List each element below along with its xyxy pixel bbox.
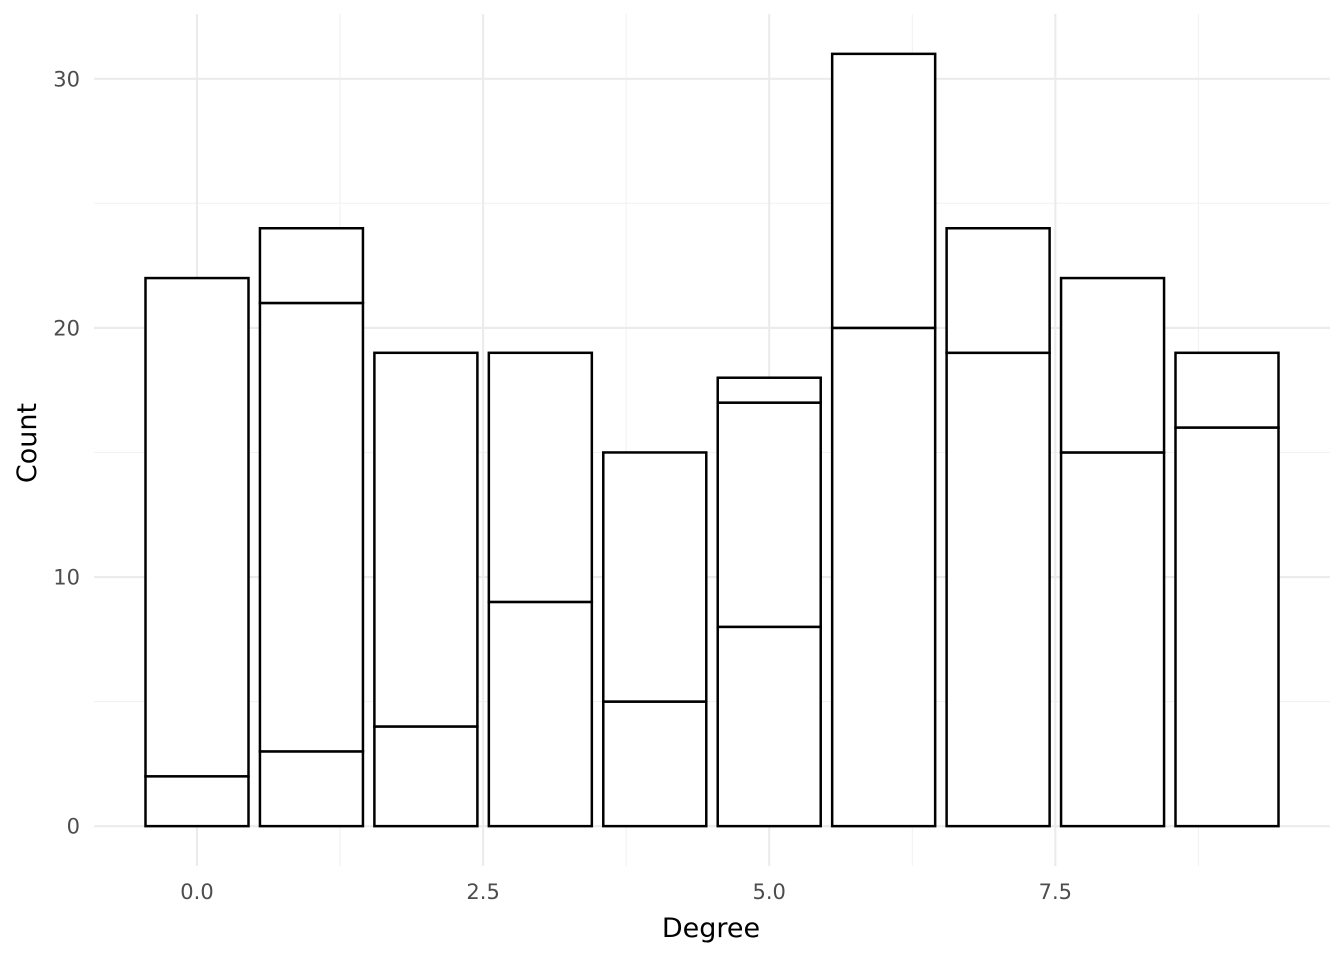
bar-segment xyxy=(945,351,1051,828)
bar-stack xyxy=(602,451,708,828)
bar-segment xyxy=(716,376,822,404)
bar-segment xyxy=(258,301,365,753)
bar-segment xyxy=(373,351,479,728)
bar-segment xyxy=(716,401,822,629)
bar-stack xyxy=(945,226,1051,828)
x-axis-title: Degree xyxy=(662,913,760,944)
bar-segment xyxy=(487,351,594,604)
x-tick-label: 5.0 xyxy=(753,880,786,904)
bar-stack xyxy=(716,376,822,828)
bar-stack xyxy=(830,52,937,828)
bar-segment xyxy=(830,52,937,330)
bar-stack xyxy=(373,351,479,828)
tick-labels: 0 10 20 30 0.0 2.5 5.0 7.5 xyxy=(53,67,1072,904)
y-tick-label: 30 xyxy=(53,67,80,91)
y-axis-title: Count xyxy=(12,403,43,483)
bar-segment xyxy=(258,226,365,305)
bar-segment xyxy=(373,725,479,828)
bar-stack xyxy=(1059,276,1166,828)
bar-segment xyxy=(602,700,708,828)
bar-segment xyxy=(144,276,250,778)
y-tick-label: 0 xyxy=(67,815,80,839)
bar-segment xyxy=(602,451,708,703)
y-tick-label: 10 xyxy=(53,566,80,590)
x-tick-label: 0.0 xyxy=(180,880,213,904)
bar-segment xyxy=(1174,426,1280,828)
x-tick-label: 7.5 xyxy=(1039,880,1072,904)
bar-segment xyxy=(1059,451,1166,828)
bar-segment xyxy=(945,226,1051,355)
bar-segment xyxy=(1059,276,1166,454)
bar-segment xyxy=(144,775,250,828)
bar-stack xyxy=(258,226,365,828)
bar-segment xyxy=(487,600,594,828)
bar-stack xyxy=(144,276,250,828)
bar-segment xyxy=(258,750,365,828)
bar-stack xyxy=(1174,351,1280,828)
bar-stack xyxy=(487,351,594,828)
x-tick-label: 2.5 xyxy=(466,880,499,904)
bars xyxy=(144,52,1280,828)
y-tick-label: 20 xyxy=(53,316,80,340)
bar-segment xyxy=(716,625,822,828)
bar-segment xyxy=(830,326,937,828)
bar-segment xyxy=(1174,351,1280,429)
